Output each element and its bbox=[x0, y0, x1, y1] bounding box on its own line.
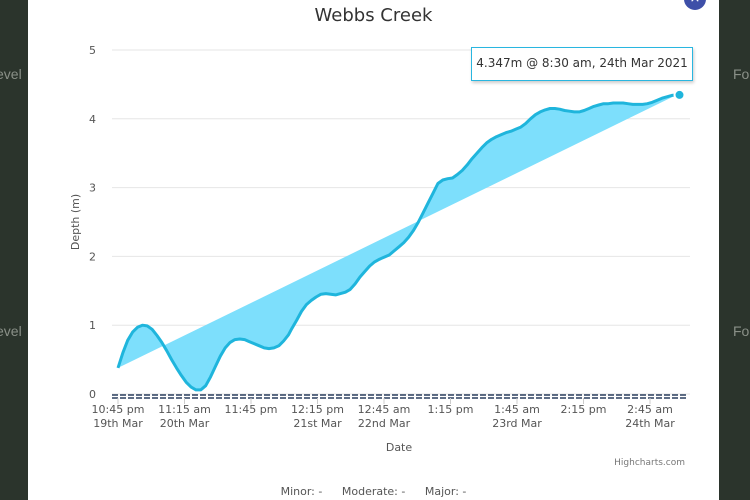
background-label: Fo bbox=[733, 66, 750, 82]
background-label: evel bbox=[0, 66, 22, 82]
hover-marker bbox=[673, 88, 686, 101]
x-axis-title: Date bbox=[386, 441, 413, 454]
y-tick-label: 2 bbox=[89, 250, 96, 263]
x-tick-label: 12:15 pm bbox=[291, 403, 344, 416]
chart-title: Webbs Creek bbox=[314, 5, 433, 26]
y-tick-label: 3 bbox=[89, 182, 96, 195]
y-tick-label: 5 bbox=[89, 44, 96, 57]
background-label: Fo bbox=[733, 323, 750, 339]
x-tick-label: 23rd Mar bbox=[492, 417, 542, 430]
background-label: evel bbox=[0, 323, 22, 339]
x-tick-label: 20th Mar bbox=[160, 417, 210, 430]
x-tick-label: 2:15 pm bbox=[561, 403, 607, 416]
close-icon[interactable]: × bbox=[684, 0, 706, 10]
legend-major: Major: - bbox=[424, 485, 467, 498]
x-tick-label: 24th Mar bbox=[625, 417, 675, 430]
threshold-lines bbox=[112, 394, 686, 399]
x-tick-label: 2:45 am bbox=[627, 403, 673, 416]
x-tick-label: 1:45 am bbox=[494, 403, 540, 416]
x-tick-label: 22nd Mar bbox=[358, 417, 411, 430]
credits-link[interactable]: Highcharts.com bbox=[614, 458, 685, 468]
x-tick-label: 11:45 pm bbox=[225, 403, 278, 416]
legend-moderate: Moderate: - bbox=[341, 485, 406, 498]
y-axis-ticks: 0 1 2 3 4 5 bbox=[89, 44, 96, 401]
background-right-panel bbox=[718, 0, 750, 500]
y-axis-title: Depth (m) bbox=[69, 194, 82, 250]
x-tick-label: 11:15 am bbox=[158, 403, 211, 416]
depth-area bbox=[118, 94, 677, 390]
x-tick-label: 12:45 am bbox=[358, 403, 411, 416]
y-tick-label: 0 bbox=[89, 388, 96, 401]
chart-modal: Webbs Creek 0 1 2 3 4 5 Depth (m) 10:45 pm 19t… bbox=[28, 0, 719, 500]
background-left-panel bbox=[0, 0, 30, 500]
y-tick-label: 1 bbox=[89, 319, 96, 332]
tooltip: 4.347m @ 8:30 am, 24th Mar 2021 bbox=[471, 47, 693, 81]
flood-levels-legend: Minor: - Moderate: - Major: - bbox=[28, 485, 719, 498]
x-tick-label: 10:45 pm bbox=[92, 403, 145, 416]
legend-minor: Minor: - bbox=[280, 485, 323, 498]
x-tick-label: 21st Mar bbox=[293, 417, 342, 430]
y-tick-label: 4 bbox=[89, 113, 96, 126]
x-tick-label: 1:15 pm bbox=[428, 403, 474, 416]
depth-line bbox=[116, 93, 677, 392]
x-tick-label: 19th Mar bbox=[93, 417, 143, 430]
